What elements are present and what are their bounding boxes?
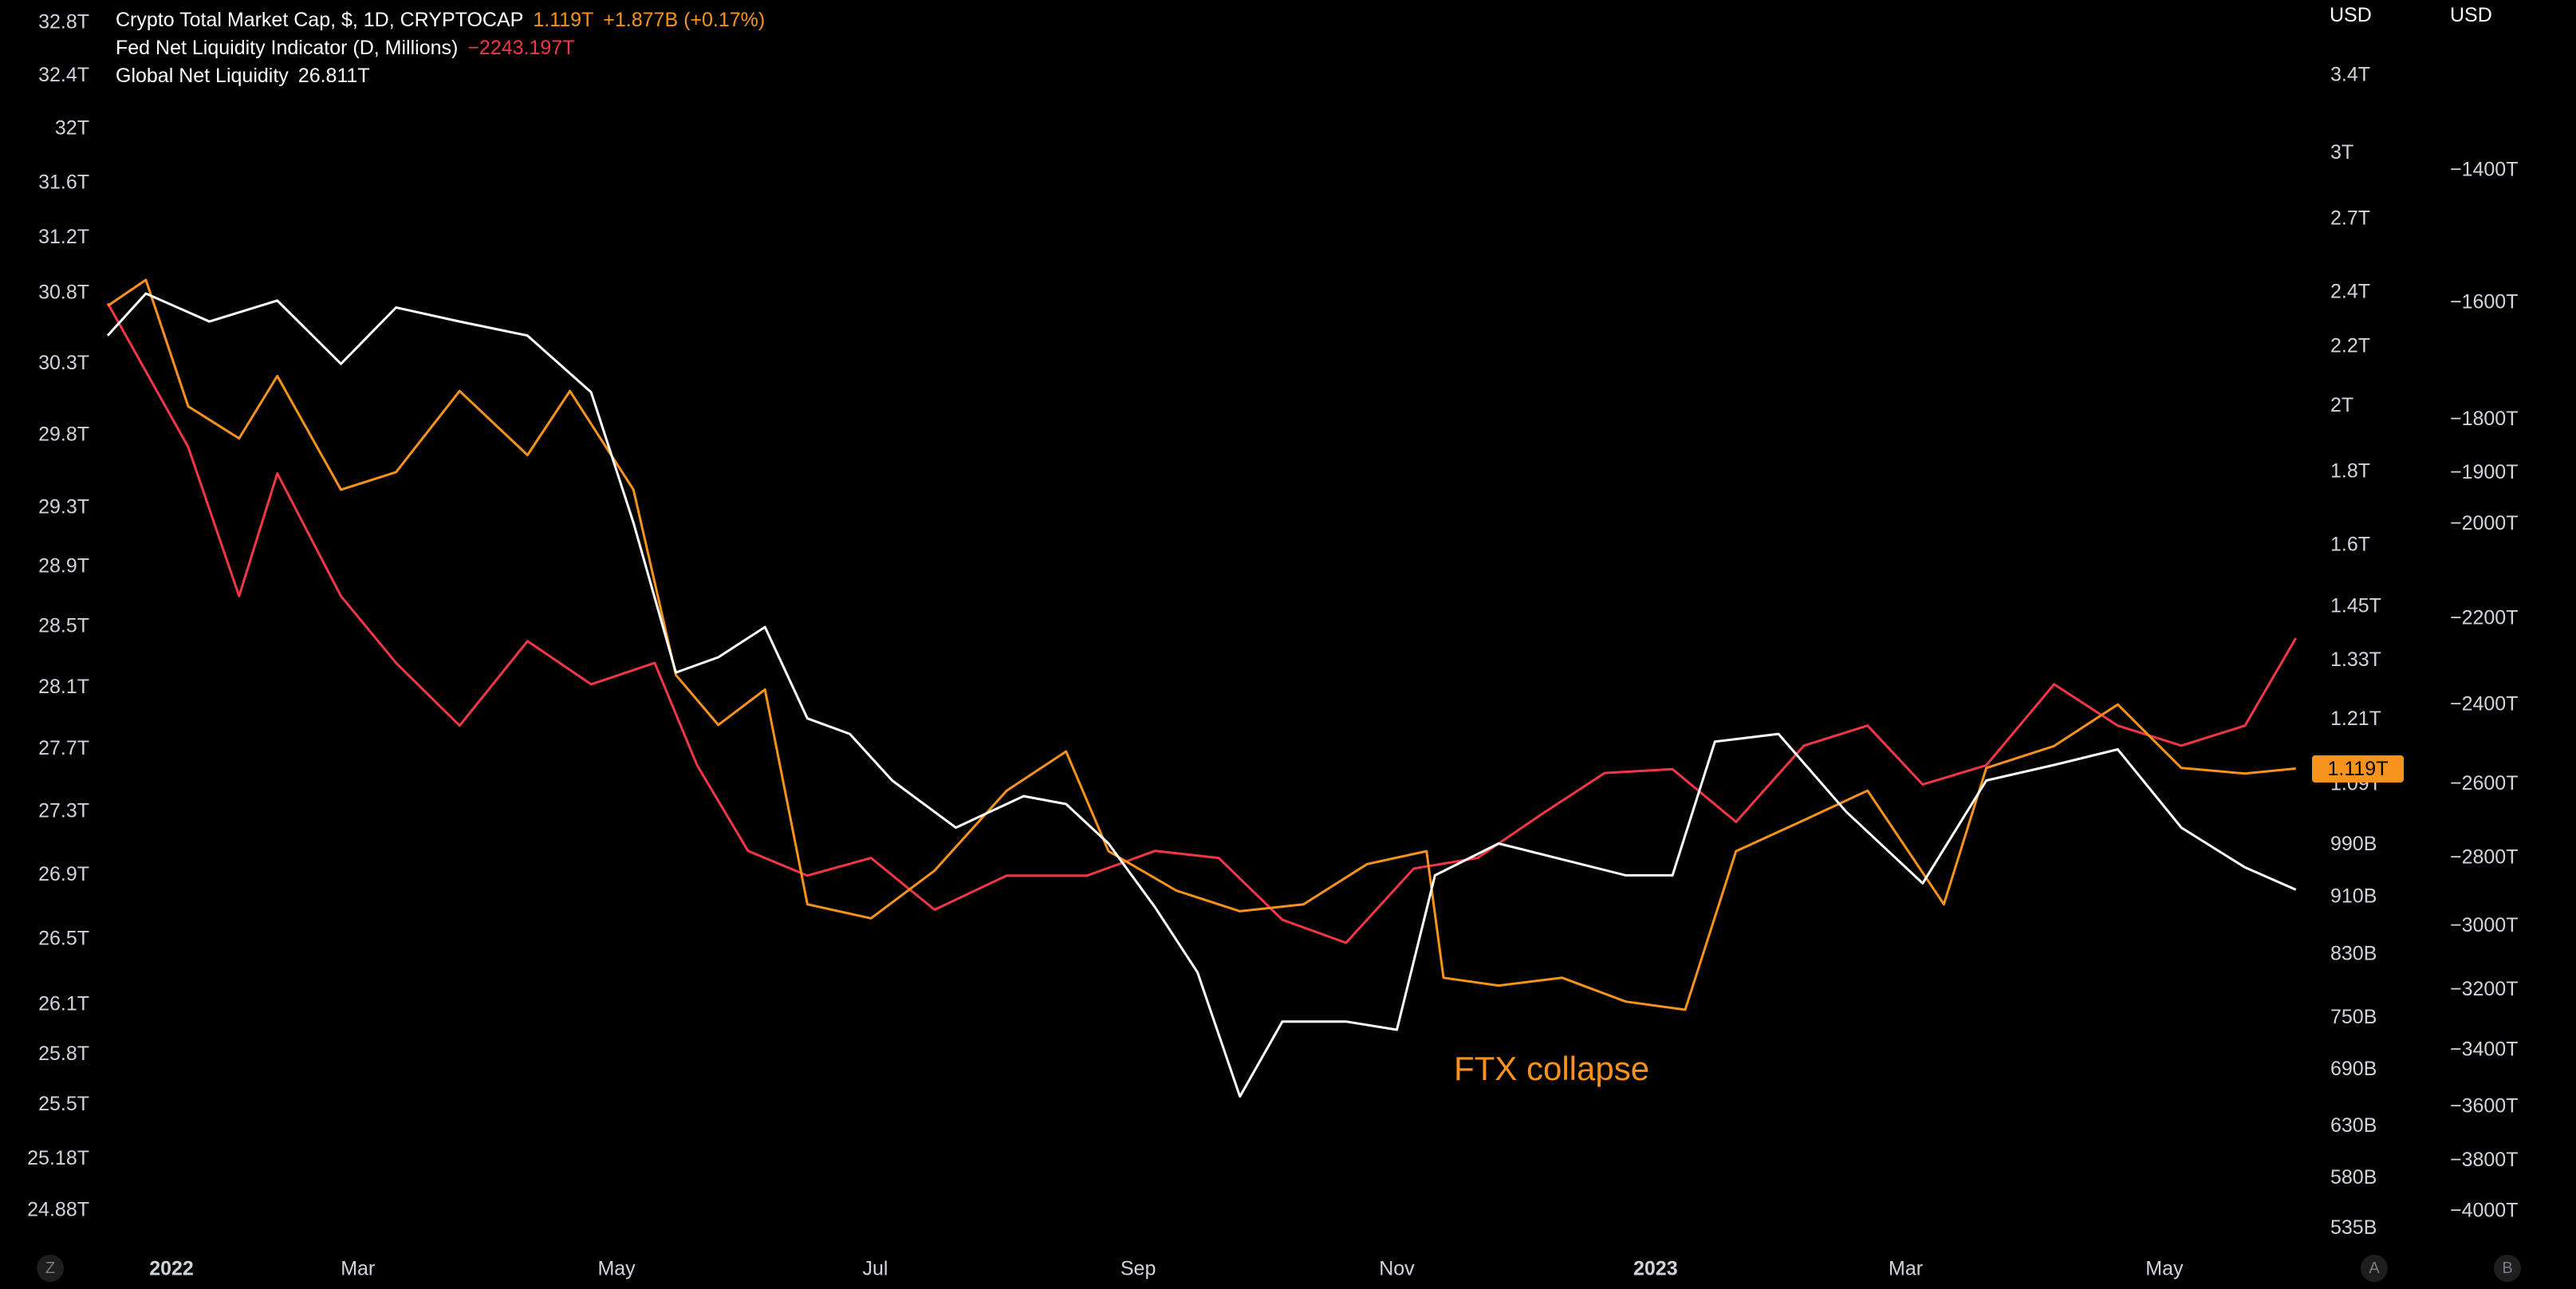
right-axis-1-tick-label: 2.4T [2330, 281, 2370, 303]
right-axis-1-tick-label: 580B [2330, 1166, 2377, 1188]
right-axis-1-tick-label: 990B [2330, 833, 2377, 855]
right-axis-1-tick-label: 3T [2330, 141, 2353, 164]
last-price-tag: 1.119T [2312, 755, 2404, 782]
x-axis-tick-label: Jul [862, 1258, 888, 1280]
right-axis-1-tick-label: 750B [2330, 1006, 2377, 1028]
right-axis-2-tick-label: −1800T [2450, 408, 2519, 430]
right-axis-2-tick-label: −4000T [2450, 1200, 2519, 1222]
right-axis-scale-button[interactable]: B [2494, 1255, 2521, 1282]
right-axis-2-tick-label: −2000T [2450, 512, 2519, 534]
left-axis-tick-label: 27.3T [38, 799, 89, 822]
series-line-crypto-total-market-cap [107, 278, 2296, 1011]
right-axis-1-tick-label: 1.21T [2330, 708, 2381, 730]
legend-global[interactable]: Global Net Liquidity 26.811T [116, 62, 765, 90]
right-axis-2-tick-label: −1600T [2450, 291, 2519, 313]
left-axis-tick-label: 32.8T [38, 11, 89, 34]
left-axis-tick-label: 25.5T [38, 1093, 89, 1115]
right-axis-1-unit: USD [2330, 4, 2372, 26]
legend-global-value: 26.811T [297, 65, 370, 87]
legend-crypto-label: Crypto Total Market Cap, $, 1D, CRYPTOCA… [116, 9, 524, 31]
x-axis-tick-label: Sep [1121, 1258, 1156, 1280]
right-axis-2-tick-label: −3600T [2450, 1095, 2519, 1118]
x-axis-tick-label: 2023 [1633, 1258, 1678, 1280]
x-axis-tick-label: Mar [341, 1258, 375, 1280]
right-axis-1-tick-label: 2.7T [2330, 207, 2370, 230]
right-axis-2-tick-label: −1900T [2450, 461, 2519, 483]
left-axis-tick-label: 26.1T [38, 993, 89, 1015]
right-axis-2-tick-label: −2200T [2450, 606, 2519, 629]
right-axis-2-tick-label: −2400T [2450, 693, 2519, 715]
right-axis-1-tick-label: 2T [2330, 394, 2353, 416]
right-axis-1-tick-label: 3.4T [2330, 63, 2370, 85]
right-axis-1-tick-label: 2.2T [2330, 335, 2370, 357]
left-axis-tick-label: 24.88T [27, 1198, 89, 1220]
left-axis-tick-label: 25.18T [27, 1147, 89, 1169]
legend-fed-label: Fed Net Liquidity Indicator (D, Millions… [116, 37, 459, 59]
x-axis-tick-label: 2022 [149, 1258, 194, 1280]
legend-crypto-value: 1.119T [533, 9, 594, 31]
left-axis-tick-label: 31.2T [38, 226, 89, 248]
right-axis-1-tick-label: 910B [2330, 885, 2377, 908]
left-axis-tick-label: 32.4T [38, 64, 89, 86]
right-axis-2-tick-label: −2600T [2450, 772, 2519, 794]
legend-global-label: Global Net Liquidity [116, 65, 289, 87]
left-axis-tick-label: 30.8T [38, 282, 89, 304]
x-axis-tick-label: Mar [1889, 1258, 1923, 1280]
x-axis: 2022 Mar May Jul Sep Nov 2023 Mar May [149, 1258, 2184, 1280]
left-axis: 32.8T 32.4T 32T 31.6T 31.2T 30.8T 30.3T 29.8T 29… [27, 11, 89, 1221]
ftx-collapse-annotation: FTX collapse [1454, 1050, 1650, 1087]
left-axis-tick-label: 27.7T [38, 737, 89, 759]
right-axis-1: 3.4T 3T 2.7T 2.4T 2.2T 2T 1.8T 1.6T 1.45T 1.33T 1.… [2330, 63, 2381, 1239]
series-line-global-net-liquidity [106, 292, 2297, 1098]
right-axis-1-tick-label: 1.45T [2330, 595, 2381, 617]
left-axis-tick-label: 29.3T [38, 496, 89, 518]
legend-fed[interactable]: Fed Net Liquidity Indicator (D, Millions… [116, 34, 765, 62]
left-axis-tick-label: 32T [55, 117, 89, 140]
left-axis-tick-label: 30.3T [38, 352, 89, 374]
x-axis-tick-label: May [2145, 1258, 2184, 1280]
left-axis-tick-label: 31.6T [38, 171, 89, 193]
right-axis-2-tick-label: −3000T [2450, 914, 2519, 936]
series-lines [106, 278, 2297, 1098]
left-axis-tick-label: 28.5T [38, 615, 89, 637]
right-axis-2-tick-label: −2800T [2450, 846, 2519, 868]
right-axis-2-tick-label: −3200T [2450, 978, 2519, 1000]
left-axis-tick-label: 26.5T [38, 928, 89, 950]
right-axis-2: −1400T −1600T −1800T −1900T −2000T −2200T −240… [2450, 159, 2519, 1222]
x-axis-tick-label: Nov [1379, 1258, 1415, 1280]
left-axis-tick-label: 29.8T [38, 423, 89, 445]
right-axis-2-tick-label: −3400T [2450, 1039, 2519, 1061]
left-axis-tick-label: 25.8T [38, 1043, 89, 1065]
left-axis-tick-label: 28.9T [38, 555, 89, 577]
right-axis-1-tick-label: 535B [2330, 1216, 2377, 1239]
x-axis-tick-label: May [597, 1258, 636, 1280]
auto-scale-button[interactable]: A [2361, 1255, 2388, 1282]
left-axis-tick-label: 28.1T [38, 676, 89, 698]
right-axis-1-tick-label: 690B [2330, 1058, 2377, 1080]
right-axis-2-unit: USD [2450, 4, 2492, 26]
legend-crypto[interactable]: Crypto Total Market Cap, $, 1D, CRYPTOCA… [116, 6, 765, 34]
series-line-fed-net-liquidity-indicator [106, 302, 2297, 944]
right-axis-2-tick-label: −3800T [2450, 1149, 2519, 1171]
legend-crypto-change: +1.877B (+0.17%) [603, 9, 766, 31]
chart-legend: Crypto Total Market Cap, $, 1D, CRYPTOCA… [116, 6, 765, 90]
right-axis-1-tick-label: 630B [2330, 1114, 2377, 1137]
left-axis-tick-label: 26.9T [38, 863, 89, 885]
right-axis-1-tick-label: 1.33T [2330, 648, 2381, 671]
right-axis-1-tick-label: 1.6T [2330, 534, 2370, 556]
right-axis-1-tick-label: 1.8T [2330, 459, 2370, 482]
left-axis-scale-button[interactable]: Z [37, 1255, 64, 1282]
right-axis-1-tick-label: 830B [2330, 943, 2377, 965]
legend-fed-value: −2243.197T [467, 37, 575, 59]
right-axis-2-tick-label: −1400T [2450, 159, 2519, 181]
